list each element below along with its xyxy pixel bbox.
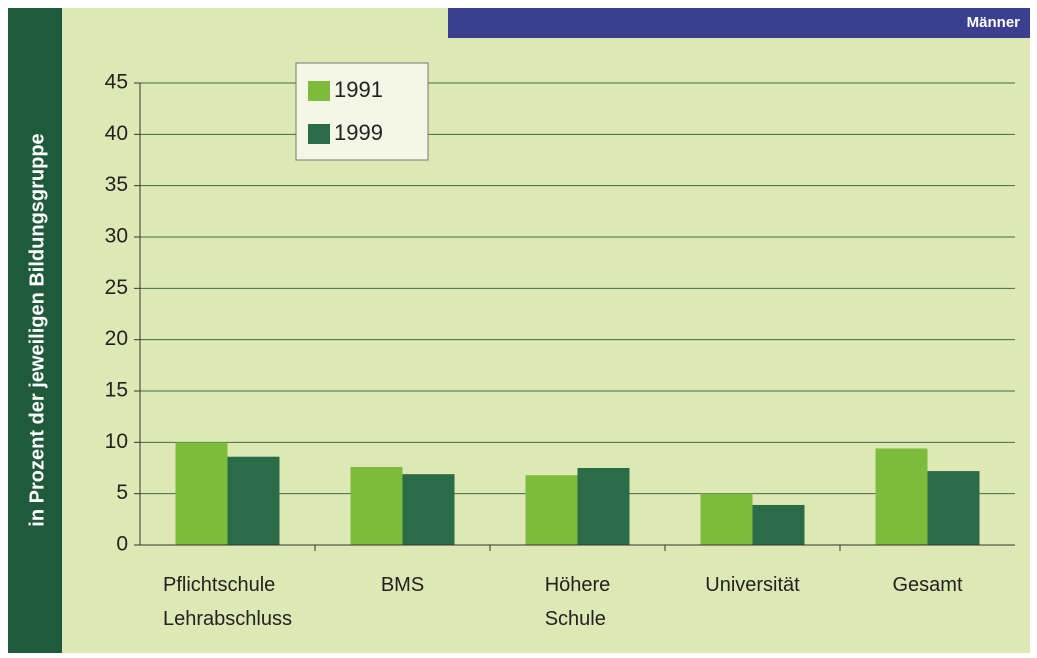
legend-swatch: [308, 124, 330, 144]
side-band: [8, 8, 62, 653]
x-tick-label: BMS: [380, 574, 425, 596]
bar: [227, 456, 280, 545]
y-tick-label: 10: [105, 430, 128, 453]
banner-text: Männer: [967, 14, 1021, 31]
legend-label: 1991: [334, 77, 383, 102]
y-axis-label: in Prozent der jeweiligen Bildungsgruppe: [26, 133, 48, 526]
y-tick-label: 35: [105, 173, 128, 196]
bar: [525, 475, 578, 545]
bar: [577, 468, 630, 545]
bar: [927, 471, 980, 545]
y-tick-label: 25: [105, 276, 128, 299]
y-tick-label: 20: [105, 327, 128, 350]
y-tick-label: 30: [105, 225, 128, 248]
y-tick-label: 15: [105, 379, 128, 402]
bar: [175, 442, 228, 545]
x-tick-label: Pflichtschule Lehrabschluss: [163, 574, 292, 630]
y-tick-label: 40: [105, 122, 128, 145]
x-tick-label: Höhere Schule: [544, 574, 611, 630]
x-tick-label: Universität: [705, 574, 800, 596]
banner: [448, 8, 1030, 38]
background: [8, 8, 1030, 653]
legend-swatch: [308, 81, 330, 101]
y-tick-label: 45: [105, 71, 128, 94]
bar: [875, 448, 928, 545]
bar: [700, 493, 753, 545]
bar: [402, 474, 455, 545]
bar: [752, 504, 805, 545]
y-tick-label: 5: [116, 481, 128, 504]
y-tick-label: 0: [116, 533, 128, 556]
legend-label: 1999: [334, 120, 383, 145]
bar: [350, 466, 403, 545]
x-tick-label: Gesamt: [892, 574, 963, 596]
